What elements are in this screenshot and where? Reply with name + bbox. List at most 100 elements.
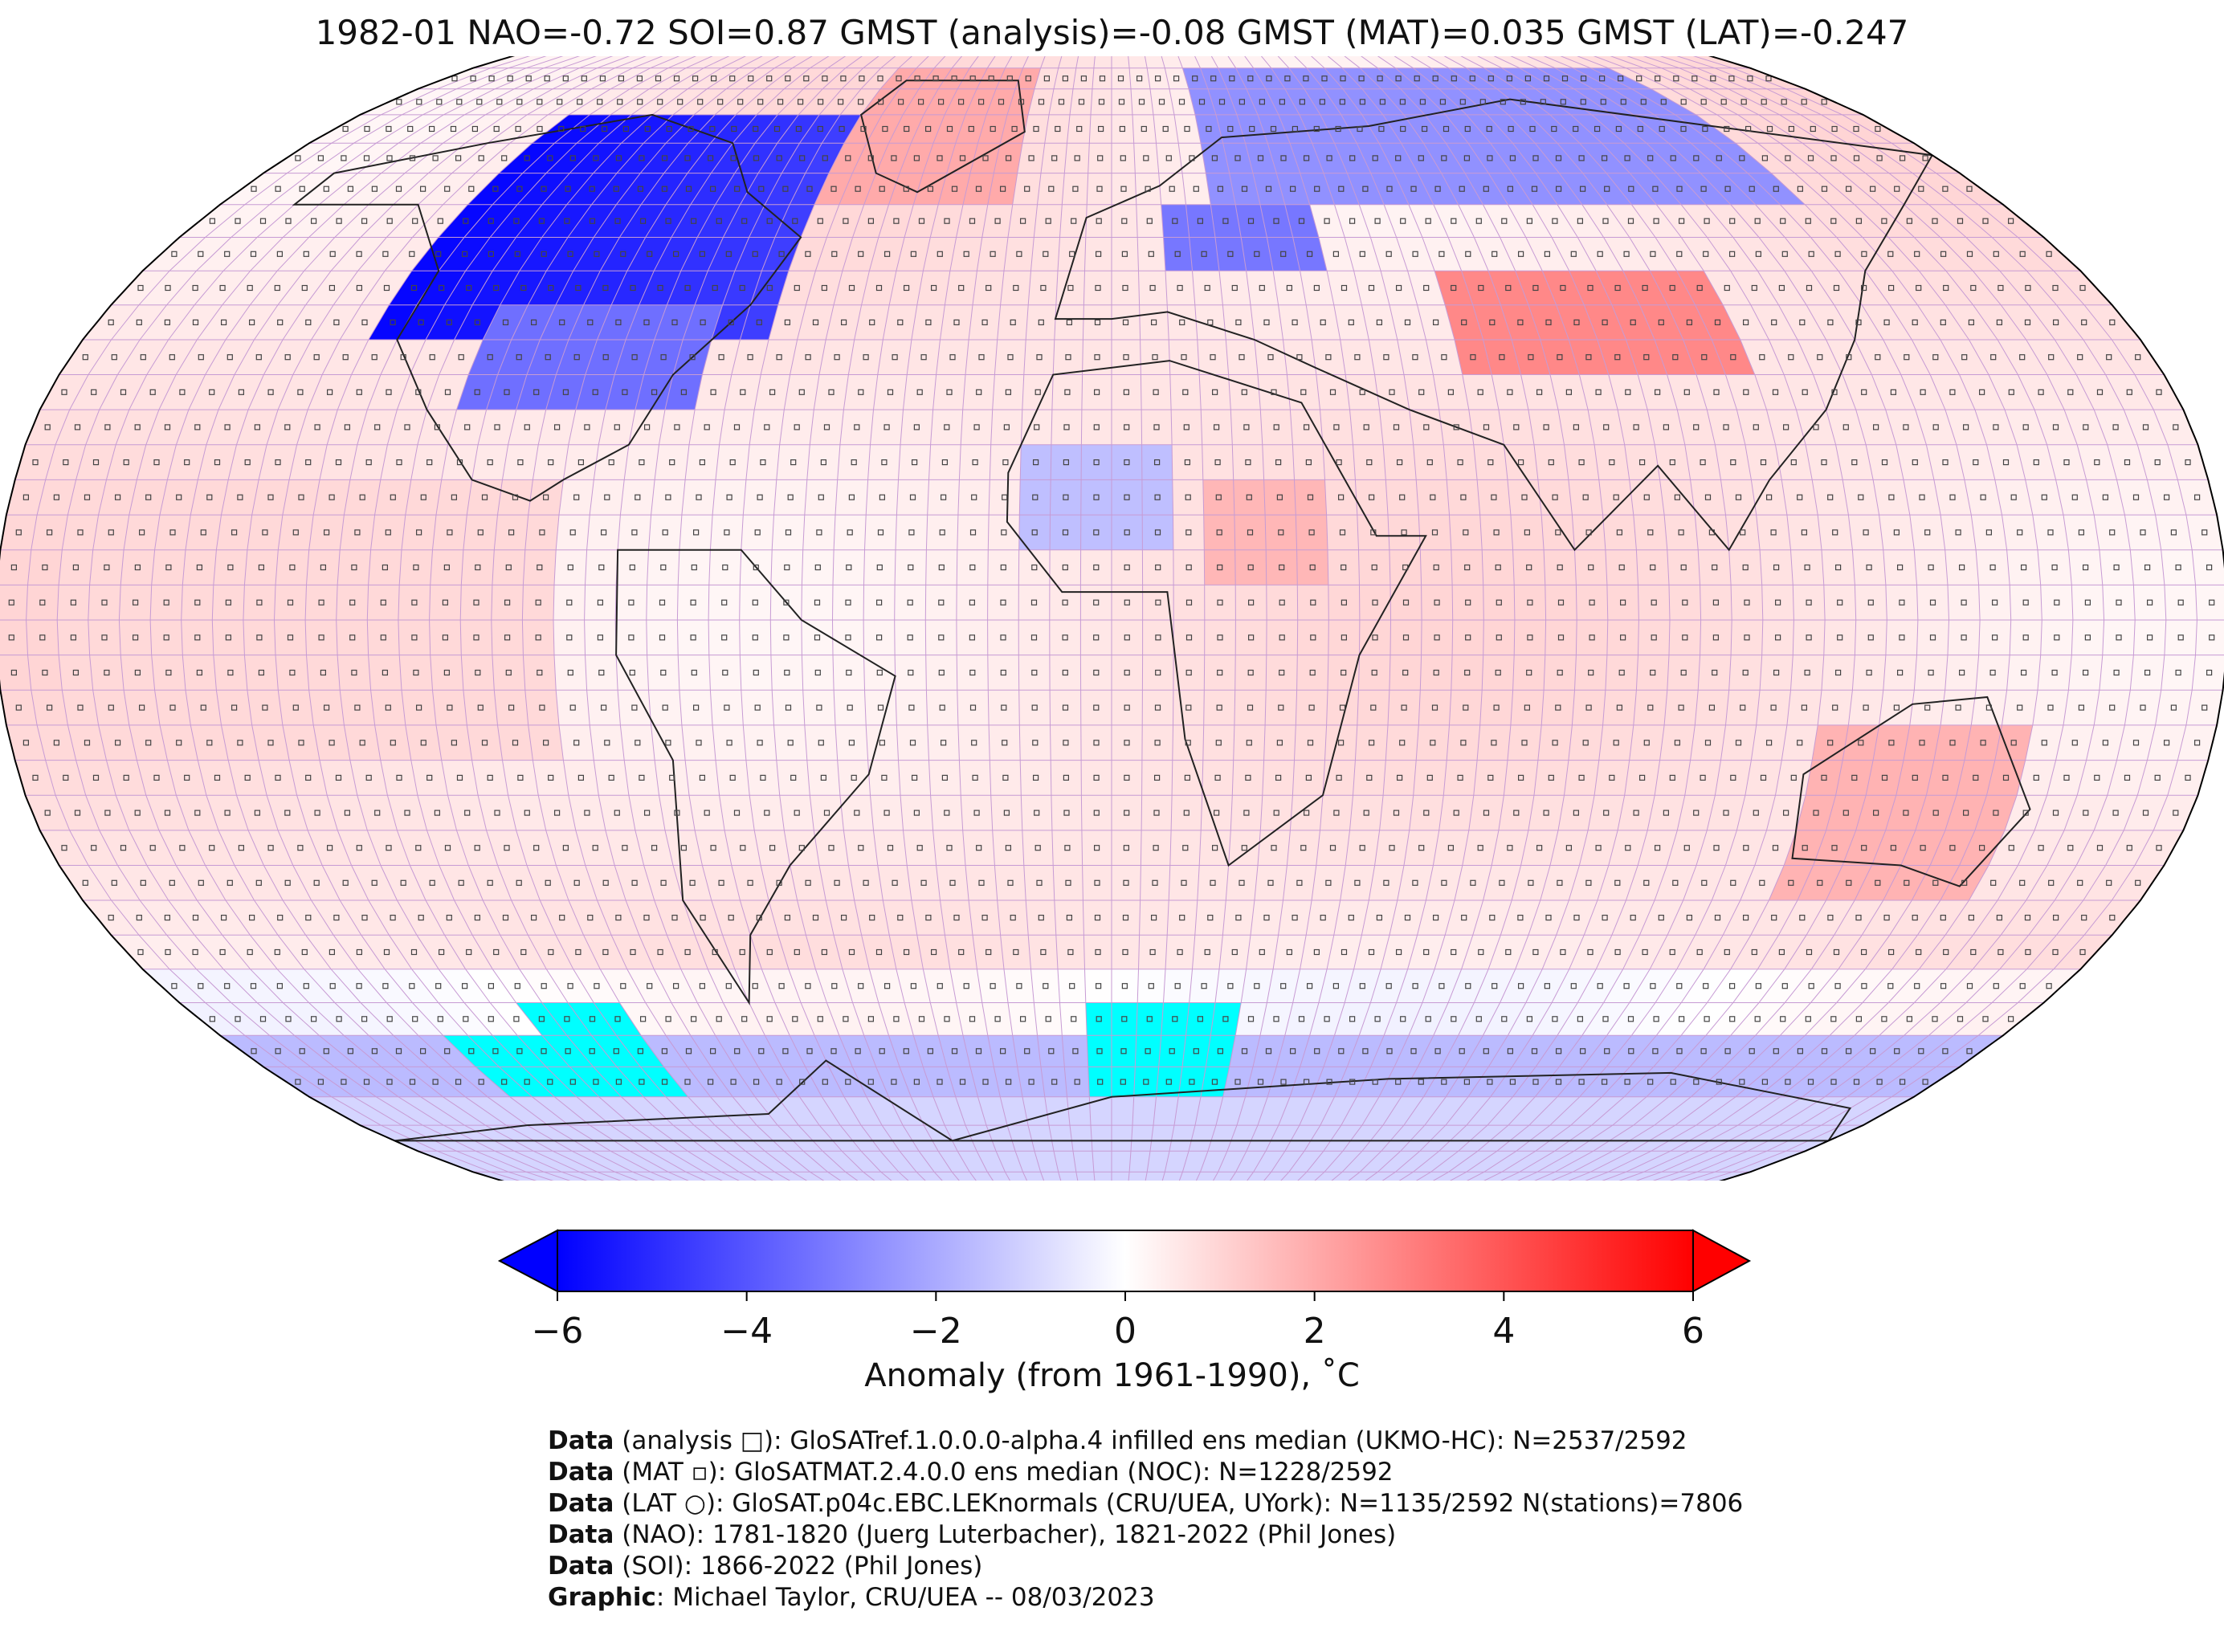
grid-cell	[111, 935, 170, 969]
grid-cell	[1537, 67, 1594, 89]
grid-cell	[900, 1067, 933, 1097]
grid-cell	[1512, 143, 1560, 173]
grid-cell	[903, 88, 939, 115]
grid-cell	[1912, 340, 1960, 375]
grid-cell	[1085, 1002, 1112, 1036]
grid-cell	[351, 865, 398, 900]
grid-cell	[1216, 1096, 1246, 1126]
grid-cell	[129, 374, 177, 410]
grid-cell	[1713, 1067, 1772, 1097]
grid-cell	[1750, 900, 1798, 936]
analysis-marker	[1234, 1079, 1241, 1085]
grid-cell	[870, 795, 904, 830]
grid-cell	[2147, 479, 2186, 516]
analysis-marker	[879, 1048, 885, 1054]
grid-cell	[2177, 724, 2218, 761]
grid-cell	[1112, 237, 1139, 271]
grid-cell	[911, 900, 945, 936]
grid-cell	[1778, 900, 1826, 936]
grid-cell	[1536, 1035, 1582, 1067]
grid-cell	[426, 304, 473, 340]
grid-cell	[244, 1035, 311, 1067]
grid-cell	[1018, 585, 1050, 620]
grid-cell	[1737, 1096, 1803, 1126]
grid-cell	[398, 620, 431, 655]
grid-cell	[0, 655, 31, 691]
grid-cell	[1141, 410, 1173, 445]
grid-cell	[1602, 690, 1637, 725]
grid-cell	[1445, 1096, 1491, 1126]
grid-cell	[616, 549, 649, 585]
grid-cell	[992, 374, 1024, 410]
analysis-marker	[1693, 1079, 1700, 1085]
grid-cell	[994, 340, 1026, 375]
grid-cell	[1800, 114, 1870, 144]
grid-cell	[600, 969, 646, 1003]
grid-cell	[2185, 690, 2223, 725]
grid-cell	[1112, 444, 1142, 480]
grid-cell	[740, 304, 778, 340]
grid-cell	[169, 969, 231, 1003]
grid-cell	[182, 549, 217, 585]
grid-cell	[1936, 1035, 2004, 1067]
grid-cell	[1579, 830, 1618, 866]
grid-cell	[741, 690, 774, 725]
analysis-marker	[1821, 1048, 1828, 1054]
grid-cell	[1754, 830, 1797, 866]
grid-cell	[267, 795, 308, 830]
grid-cell	[1182, 67, 1208, 89]
grid-cell	[639, 935, 681, 969]
grid-cell	[27, 549, 63, 585]
grid-cell	[1203, 690, 1235, 725]
analysis-marker	[1211, 1079, 1218, 1085]
grid-cell	[1326, 690, 1359, 725]
grid-cell	[367, 374, 410, 410]
grid-cell	[1081, 410, 1112, 445]
grid-cell	[527, 88, 592, 115]
grid-cell	[702, 865, 741, 900]
grid-cell	[1631, 1125, 1696, 1152]
grid-cell	[1588, 410, 1625, 445]
grid-cell	[483, 900, 528, 936]
grid-cell	[1677, 173, 1731, 205]
grid-cell	[221, 724, 259, 761]
grid-cell	[1757, 143, 1818, 173]
analysis-marker	[1966, 1048, 1973, 1054]
analysis-marker	[1861, 948, 1867, 956]
grid-cell	[231, 204, 295, 238]
grid-cell	[575, 374, 615, 410]
grid-cell	[1581, 204, 1630, 238]
analysis-marker	[1362, 1048, 1369, 1054]
grid-cell	[1258, 830, 1291, 866]
grid-cell	[583, 271, 627, 305]
grid-cell	[190, 724, 229, 761]
analysis-marker	[1670, 1079, 1676, 1085]
analysis-marker	[1222, 1016, 1229, 1022]
grid-cell	[26, 620, 59, 655]
grid-cell	[1452, 620, 1484, 655]
grid-cell	[380, 444, 418, 480]
grid-cell	[969, 900, 1001, 936]
grid-cell	[1473, 760, 1508, 796]
grid-cell	[2102, 585, 2136, 620]
grid-cell	[863, 1172, 897, 1181]
grid-cell	[1408, 1172, 1449, 1181]
grid-cell	[389, 935, 439, 969]
grid-cell	[219, 173, 288, 205]
grid-cell	[810, 56, 848, 68]
grid-cell	[1081, 444, 1112, 480]
grid-cell	[648, 515, 682, 550]
grid-cell	[1028, 1125, 1054, 1152]
grid-cell	[1826, 795, 1867, 830]
grid-cell	[1141, 795, 1173, 830]
grid-cell	[900, 143, 933, 173]
grid-cell	[573, 237, 620, 271]
grid-cell	[1324, 1035, 1360, 1067]
analysis-marker	[1005, 1079, 1012, 1085]
grid-cell	[353, 1096, 423, 1126]
analysis-marker	[219, 948, 226, 956]
grid-cell	[1557, 1002, 1604, 1036]
analysis-marker	[1652, 1048, 1659, 1054]
grid-cell	[243, 620, 275, 655]
grid-cell	[1233, 724, 1266, 761]
